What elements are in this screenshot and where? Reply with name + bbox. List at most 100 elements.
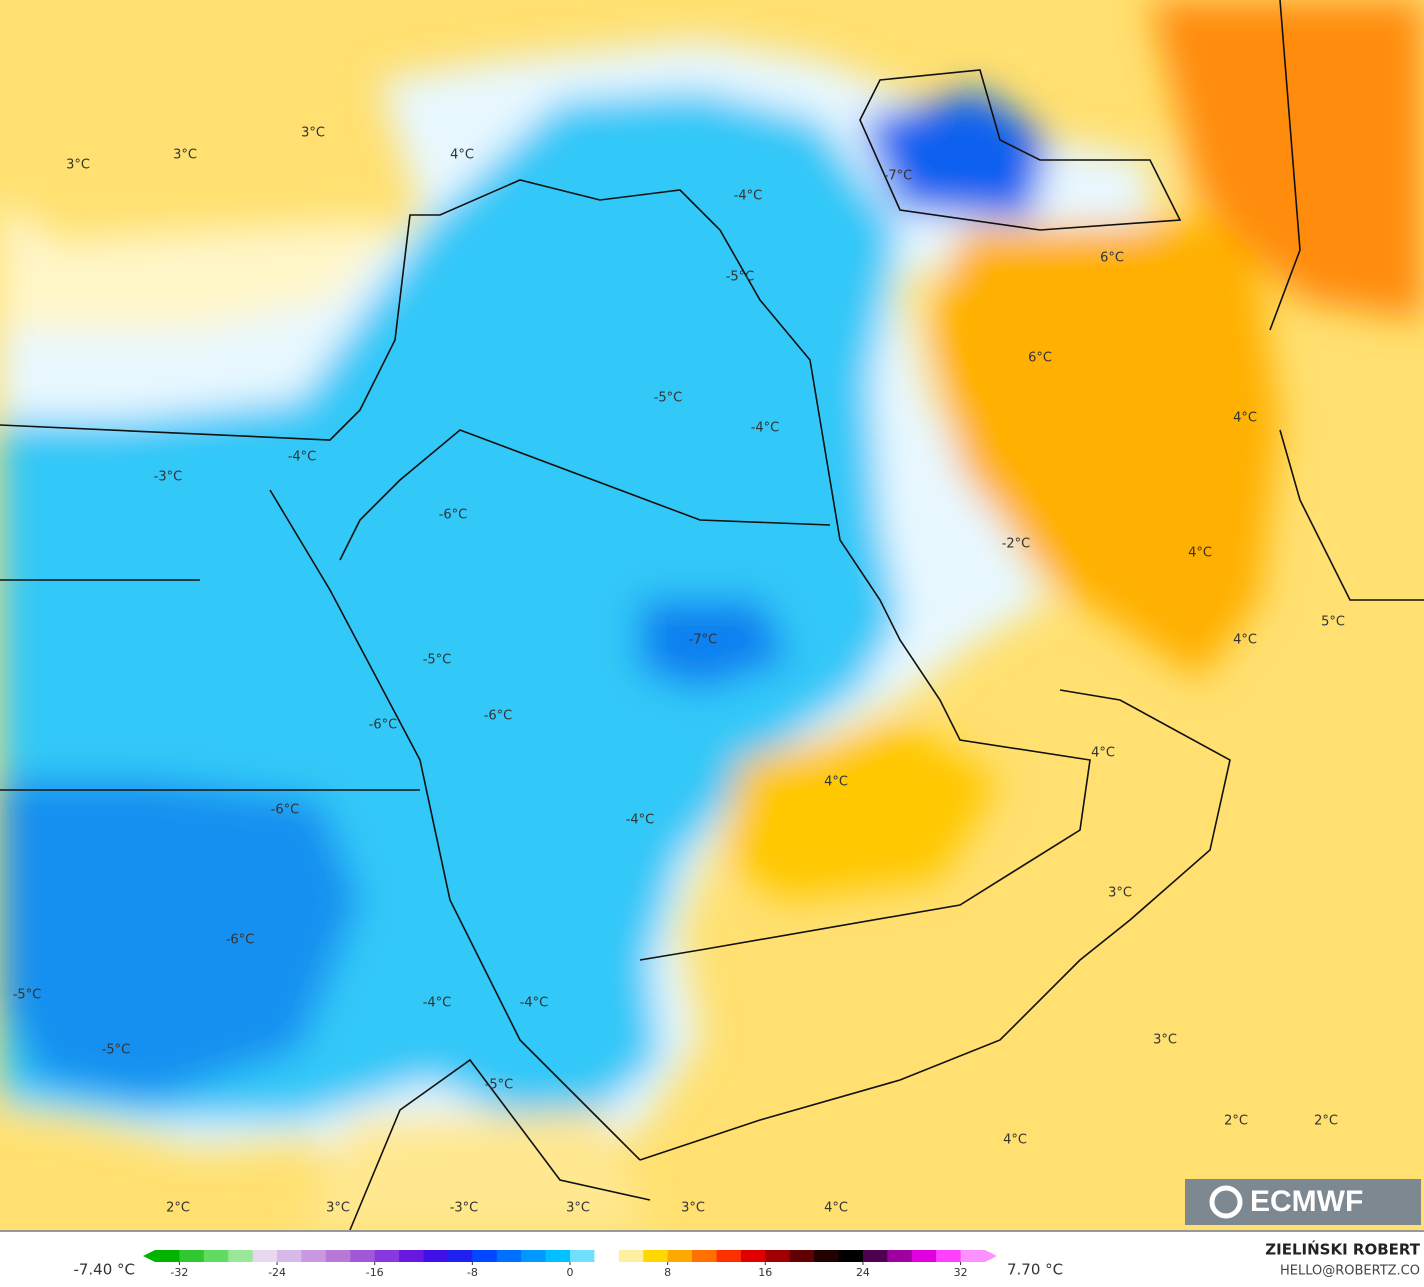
temp-label: -4°C (288, 450, 317, 465)
max-label: 7.70 °C (1007, 1261, 1063, 1279)
colorbar-end (985, 1250, 997, 1262)
border-sudan (0, 579, 420, 791)
temp-label: 3°C (173, 148, 197, 163)
field-rubkhali (720, 720, 1000, 900)
author: ZIELIŃSKI ROBERT (1265, 1240, 1420, 1259)
colorbar-segment (447, 1250, 473, 1262)
temp-label: -5°C (423, 653, 452, 668)
temp-label: -6°C (439, 508, 468, 523)
coast (0, 179, 1091, 961)
temp-label: -6°C (484, 709, 513, 724)
temp-label: -4°C (626, 813, 655, 828)
border-iraq (339, 429, 831, 561)
colorbar-segment (667, 1250, 693, 1262)
colorbar-segment (277, 1250, 302, 1262)
colorbar-segment (643, 1250, 669, 1262)
colorbar-segment (325, 1250, 351, 1262)
colorbar-tick-label: -32 (170, 1266, 188, 1279)
caspian (859, 69, 1182, 231)
temp-label: -7°C (689, 633, 718, 648)
temp-label: 3°C (1153, 1033, 1177, 1048)
temp-label: 6°C (1100, 251, 1124, 266)
colorbar-tick-label: 0 (567, 1266, 574, 1279)
colorbar-segment (740, 1250, 766, 1262)
colorbar-segment (252, 1250, 278, 1262)
temp-label: 3°C (66, 158, 90, 173)
colorbar-segment (472, 1250, 498, 1262)
coast-yemen (639, 689, 1231, 1161)
border-east (1269, 0, 1424, 601)
temp-label: 5°C (1321, 615, 1345, 630)
temp-label: -5°C (726, 270, 755, 285)
field-shapes (0, 0, 1424, 1230)
colorbar-segment (350, 1250, 376, 1262)
colorbar-segment (301, 1250, 327, 1262)
temp-label: 3°C (566, 1201, 590, 1216)
temp-label: 3°C (326, 1201, 350, 1216)
red-sea (269, 489, 641, 1161)
border-africa (349, 1058, 651, 1231)
temp-label: -5°C (654, 391, 683, 406)
temp-label: -3°C (450, 1201, 479, 1216)
map-field (0, 0, 1424, 1231)
colorbar-segment (960, 1250, 986, 1262)
colorbar-segment (789, 1250, 815, 1262)
colorbar-segment (570, 1250, 595, 1262)
temp-label: 6°C (1028, 351, 1052, 366)
temp-label: 3°C (681, 1201, 705, 1216)
colorbar-segment (887, 1250, 913, 1262)
logo-box: ECMWF (1185, 1179, 1421, 1225)
temp-label: -4°C (751, 421, 780, 436)
colorbar: -32 -24 -16 -8 0 8 16 24 32 (143, 1250, 997, 1279)
temp-label: -5°C (13, 988, 42, 1003)
colorbar-tick-label: -16 (366, 1266, 384, 1279)
field-blue (0, 780, 360, 1100)
colorbar-segment (179, 1250, 205, 1262)
temp-label: 4°C (1233, 633, 1257, 648)
temp-label: 4°C (1091, 746, 1115, 761)
temp-label: -7°C (884, 169, 913, 184)
colorbar-segment (594, 1250, 620, 1262)
temp-label: 4°C (1003, 1133, 1027, 1148)
temp-label: -5°C (485, 1078, 514, 1093)
colorbar-segment (496, 1250, 522, 1262)
colorbar-end (143, 1250, 155, 1262)
colorbar-tick-label: 32 (954, 1266, 968, 1279)
colorbar-segment (399, 1250, 425, 1262)
logo-icon (1209, 1185, 1243, 1219)
colorbar-segment (838, 1250, 864, 1262)
temp-label: -4°C (423, 996, 452, 1011)
field-najd (640, 600, 790, 690)
temp-label: 4°C (1233, 411, 1257, 426)
colorbar-segment (692, 1250, 717, 1262)
field-asia (1150, 0, 1424, 320)
colorbar-segment (765, 1250, 791, 1262)
temp-label: -6°C (226, 933, 255, 948)
colorbar-tick-label: 8 (664, 1266, 671, 1279)
colorbar-segment (618, 1250, 644, 1262)
colorbar-segment (862, 1250, 888, 1262)
temp-label: -6°C (271, 803, 300, 818)
temp-label: 3°C (1108, 886, 1132, 901)
temp-label: -3°C (154, 470, 183, 485)
colorbar-tick-label: -24 (268, 1266, 286, 1279)
field-caspian (860, 90, 1050, 220)
temp-label: 3°C (301, 126, 325, 141)
colorbar-segment (814, 1250, 840, 1262)
colorbar-segment (545, 1250, 571, 1262)
temp-label: -2°C (1002, 537, 1031, 552)
colorbar-segment (521, 1250, 547, 1262)
email: HELLO@ROBERTZ.CO (1280, 1264, 1420, 1279)
temp-label: 2°C (1314, 1114, 1338, 1129)
temp-label: -4°C (520, 996, 549, 1011)
colorbar-tick-label: -8 (467, 1266, 478, 1279)
logo-text: ECMWF (1250, 1185, 1363, 1218)
field-iran (930, 220, 1280, 680)
temperature-labels: 3°C 3°C 3°C 4°C -7°C -4°C -5°C 6°C 6°C -5°C -4°C 4°… (13, 126, 1345, 1216)
temp-label: -5°C (102, 1043, 131, 1058)
min-label: -7.40 °C (73, 1261, 135, 1279)
colorbar-tick-label: 16 (758, 1266, 772, 1279)
temp-label: 4°C (824, 1201, 848, 1216)
